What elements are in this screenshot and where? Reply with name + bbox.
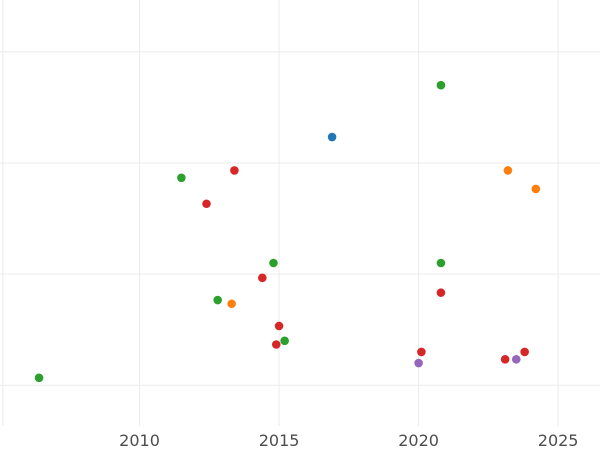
data-point xyxy=(414,358,423,368)
data-point xyxy=(531,184,541,194)
data-point xyxy=(213,295,222,305)
data-points xyxy=(34,80,541,383)
data-point xyxy=(230,166,239,175)
data-point xyxy=(417,347,426,357)
x-axis-tick-labels: 2010 2015 2020 2025 xyxy=(119,431,578,450)
data-point xyxy=(511,355,521,364)
data-point xyxy=(280,336,289,346)
x-tick-label: 2010 xyxy=(119,431,160,450)
data-point xyxy=(227,299,236,309)
data-point xyxy=(269,258,278,268)
data-point xyxy=(520,347,529,357)
data-point xyxy=(503,166,513,175)
data-point xyxy=(436,80,446,90)
data-point xyxy=(34,373,44,383)
data-point xyxy=(436,288,446,297)
data-point xyxy=(500,355,510,364)
x-tick-label: 2025 xyxy=(538,431,579,450)
x-tick-label: 2020 xyxy=(398,431,439,450)
data-point xyxy=(274,321,284,331)
data-point xyxy=(258,273,267,283)
data-point xyxy=(327,132,337,142)
data-point xyxy=(436,258,446,268)
data-point xyxy=(177,173,186,183)
data-point xyxy=(271,340,281,349)
grid-lines xyxy=(0,0,600,426)
x-tick-label: 2015 xyxy=(259,431,300,450)
data-point xyxy=(202,199,211,209)
